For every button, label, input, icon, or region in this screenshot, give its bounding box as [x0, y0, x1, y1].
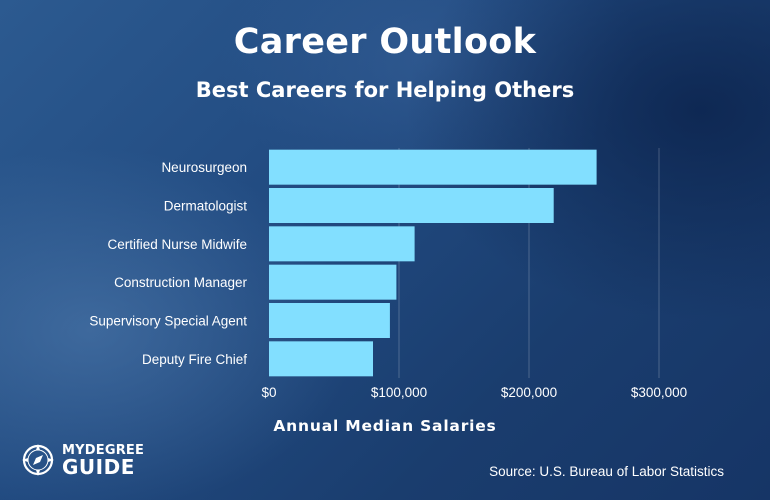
category-label: Supervisory Special Agent: [89, 314, 247, 329]
category-label: Deputy Fire Chief: [142, 352, 247, 367]
bar: [269, 264, 397, 300]
tick-labels: $0 $100,000 $200,000 $300,000: [261, 385, 687, 400]
category-label: Construction Manager: [114, 275, 247, 290]
x-axis-label: Annual Median Salaries: [273, 417, 497, 435]
compass-icon: [22, 444, 54, 476]
category-label: Certified Nurse Midwife: [107, 237, 247, 252]
tick-label: $200,000: [501, 385, 557, 400]
logo-wordmark: MYDEGREE GUIDE: [62, 444, 144, 477]
logo: MYDEGREE GUIDE: [20, 442, 144, 478]
category-labels: Neurosurgeon Dermatologist Certified Nurse…: [89, 160, 247, 367]
gridlines: [398, 148, 660, 378]
page-subtitle: Best Careers for Helping Others: [195, 78, 575, 102]
bar: [269, 341, 373, 377]
bar: [269, 188, 554, 223]
logo-top-text: MYDEGREE: [62, 442, 145, 458]
category-label: Neurosurgeon: [161, 160, 247, 175]
logo-bottom-text: GUIDE: [62, 454, 135, 479]
page-title: Career Outlook: [233, 22, 537, 62]
source-note: Source: U.S. Bureau of Labor Statistics: [489, 464, 724, 479]
tick-label: $100,000: [371, 385, 427, 400]
bar: [269, 303, 390, 338]
tick-label: $0: [261, 385, 276, 400]
bars: [269, 149, 597, 377]
bar: [269, 149, 597, 185]
bar: [269, 226, 415, 262]
category-label: Dermatologist: [164, 199, 248, 214]
tick-label: $300,000: [631, 385, 687, 400]
